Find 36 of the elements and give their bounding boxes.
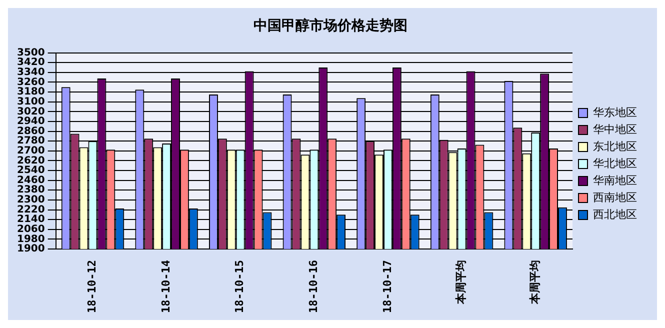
y-tick-label: 3260 (16, 76, 45, 88)
y-tick-label: 3340 (16, 67, 45, 78)
y-tick-label: 2620 (16, 155, 45, 166)
y-tick-label: 1980 (16, 234, 45, 245)
y-tick-label: 2780 (16, 136, 45, 147)
x-tick-label: 18-10-15 (233, 260, 246, 314)
legend-label: 西北地区 (593, 208, 637, 221)
y-tick-label: 3100 (16, 96, 45, 108)
y-tick-label: 2380 (16, 184, 45, 196)
y-tick-label: 2460 (16, 174, 45, 186)
legend-label: 华北地区 (593, 156, 637, 170)
y-tick-label: 2060 (16, 224, 45, 235)
x-tick-label: 18-10-17 (380, 260, 394, 314)
legend-label: 华东地区 (593, 106, 637, 119)
x-tick-label: 本周平均 (454, 260, 468, 306)
y-tick-label: 3500 (16, 47, 45, 58)
y-tick-label: 3020 (16, 106, 45, 118)
legend-label: 西南地区 (593, 190, 637, 204)
y-tick-label: 2300 (16, 194, 45, 206)
y-tick-label: 2940 (16, 116, 45, 128)
x-tick-label: 18-10-16 (307, 260, 320, 314)
x-tick-label: 18-10-12 (86, 260, 99, 314)
legend-label: 华中地区 (593, 122, 637, 136)
legend-label: 东北地区 (593, 140, 637, 153)
y-tick-label: 3180 (16, 86, 45, 98)
legend-label: 华南地区 (593, 174, 637, 187)
chart-title: 中国甲醇市场价格走势图 (254, 17, 408, 34)
x-tick-label: 18-10-14 (159, 260, 172, 314)
y-tick-label: 2540 (16, 165, 45, 176)
x-tick-label: 本周平均 (528, 260, 542, 306)
y-tick-label: 1900 (16, 244, 45, 255)
y-tick-label: 2700 (16, 146, 45, 157)
y-tick-label: 3420 (16, 57, 45, 68)
y-tick-label: 2140 (16, 214, 45, 226)
y-tick-label: 2860 (16, 126, 45, 137)
y-tick-label: 2220 (16, 204, 45, 216)
